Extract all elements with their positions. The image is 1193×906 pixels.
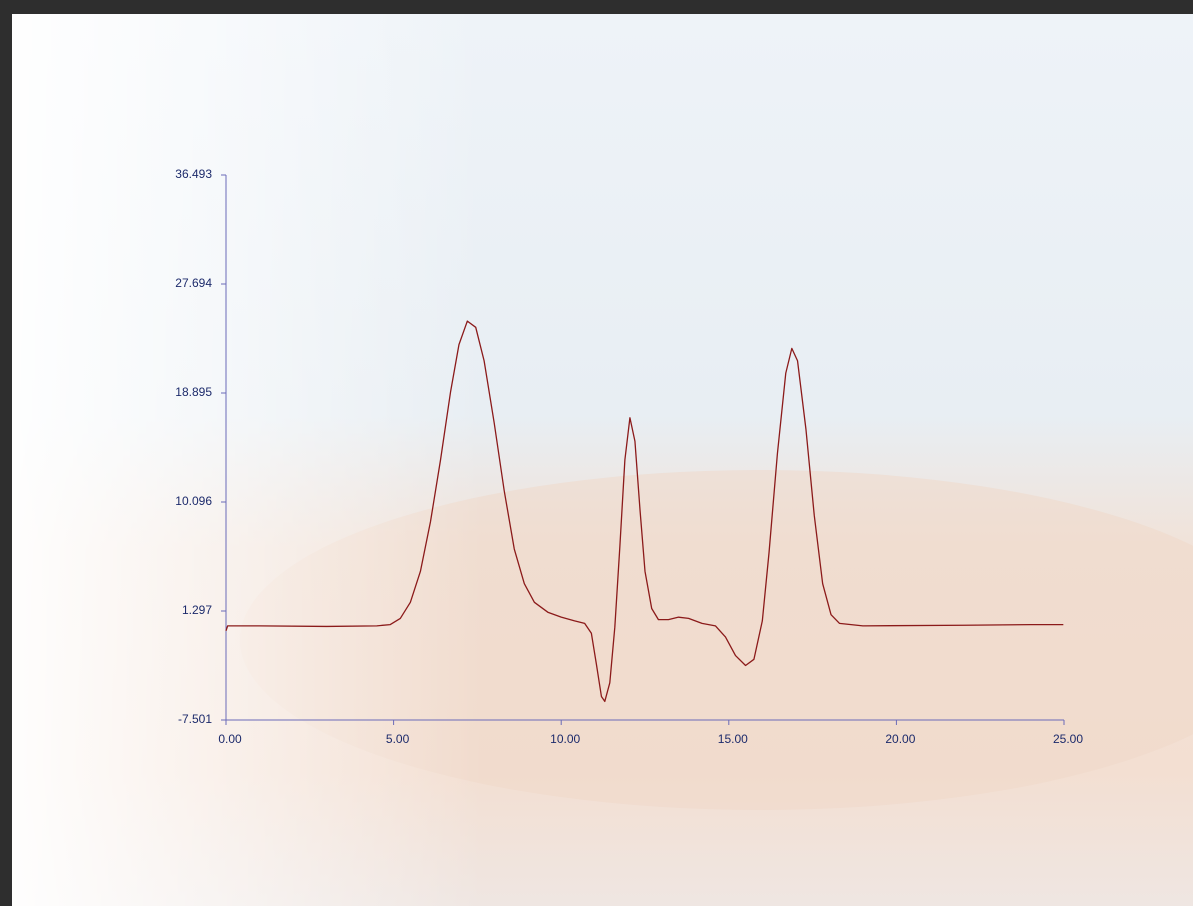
x-tick-label: 20.00 [885, 732, 915, 746]
x-tick-label: 10.00 [550, 732, 580, 746]
plot-area: -7.501 1.297 10.096 18.895 27.694 36.493 0.00 5… [175, 167, 1083, 746]
y-tick-label: 1.297 [182, 603, 212, 617]
x-tick-label: 0.00 [218, 732, 242, 746]
y-tick-label: 36.493 [175, 167, 212, 181]
y-tick-label: 18.895 [175, 385, 212, 399]
y-tick-label: -7.501 [178, 712, 212, 726]
x-tick-label: 5.00 [386, 732, 410, 746]
y-tick-label: 10.096 [175, 494, 212, 508]
x-tick-label: 25.00 [1053, 732, 1083, 746]
data-line [225, 320, 1064, 703]
x-tick-label: 15.00 [718, 732, 748, 746]
background-fade [12, 14, 1193, 906]
y-tick-label: 27.694 [175, 276, 212, 290]
